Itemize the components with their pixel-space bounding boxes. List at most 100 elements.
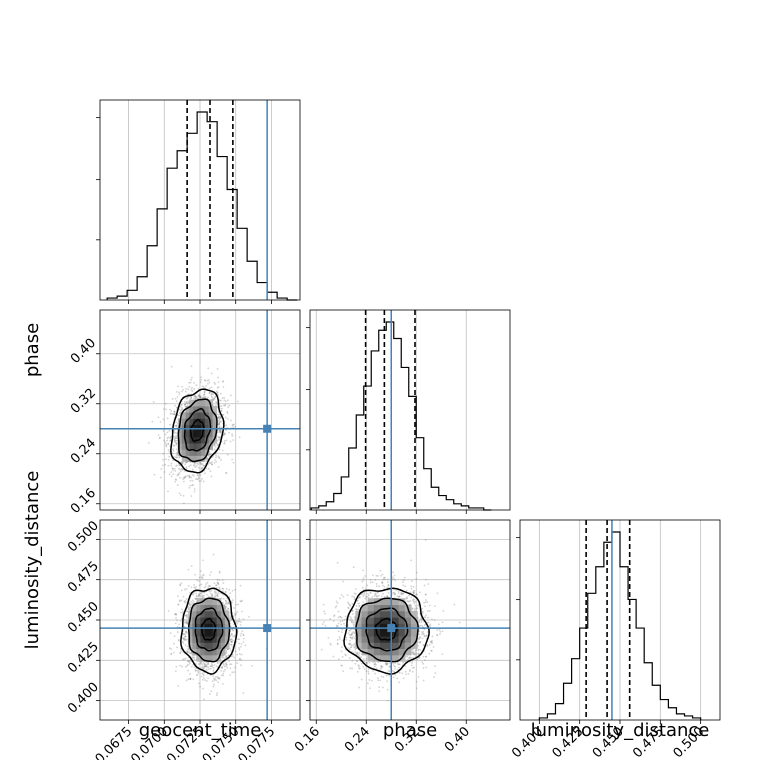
sample-point xyxy=(351,660,354,662)
sample-point xyxy=(215,400,217,403)
sample-point xyxy=(229,663,231,666)
sample-point xyxy=(166,437,169,440)
sample-point xyxy=(185,587,188,590)
sample-point xyxy=(169,440,172,442)
sample-point xyxy=(221,602,224,604)
density-cell xyxy=(201,436,206,444)
sample-point xyxy=(199,570,202,572)
density-cell xyxy=(200,654,205,662)
density-cell xyxy=(185,436,190,444)
sample-point xyxy=(217,436,220,439)
sample-point xyxy=(212,553,215,556)
sample-point xyxy=(203,698,205,701)
sample-point xyxy=(226,666,229,669)
sample-point xyxy=(218,571,221,574)
sample-point xyxy=(225,652,227,655)
density-cell xyxy=(181,412,187,419)
density-cell xyxy=(181,424,187,432)
sample-point xyxy=(157,434,160,436)
sample-point xyxy=(207,467,210,470)
sample-point xyxy=(353,592,356,595)
sample-point xyxy=(215,390,218,393)
sample-point xyxy=(180,404,183,406)
sample-point xyxy=(353,632,356,635)
sample-point xyxy=(157,416,160,419)
y-tick-label: 0.475 xyxy=(65,559,102,596)
sample-point xyxy=(225,656,228,658)
sample-point xyxy=(218,431,221,433)
sample-point xyxy=(178,414,180,417)
sample-point xyxy=(188,660,190,662)
sample-point xyxy=(238,658,241,661)
sample-point xyxy=(182,388,185,391)
sample-point xyxy=(196,397,199,400)
sample-point xyxy=(165,445,168,448)
sample-point xyxy=(227,602,230,604)
sample-point xyxy=(205,385,208,387)
sample-point xyxy=(173,444,175,447)
sample-point xyxy=(417,644,420,647)
density-cell xyxy=(212,405,217,413)
sample-point xyxy=(349,636,352,639)
density-cell xyxy=(204,598,210,606)
sample-point xyxy=(216,675,219,678)
density-cell xyxy=(181,418,187,425)
density-cell xyxy=(185,405,190,413)
sample-point xyxy=(200,396,202,399)
sample-point xyxy=(234,612,236,615)
sample-point xyxy=(219,392,222,395)
density-cell xyxy=(201,412,206,419)
density-cell xyxy=(192,610,197,618)
sample-point xyxy=(239,645,242,648)
sample-point xyxy=(178,456,181,459)
density-cell xyxy=(212,436,217,444)
sample-point xyxy=(230,638,233,641)
sample-point xyxy=(211,449,214,452)
sample-point xyxy=(200,583,203,586)
sample-point xyxy=(230,601,233,603)
sample-point xyxy=(223,432,226,435)
sample-point xyxy=(174,478,177,481)
sample-point xyxy=(216,593,219,595)
sample-point xyxy=(177,603,179,606)
sample-point xyxy=(202,666,205,669)
sample-point xyxy=(234,425,237,428)
density-cell xyxy=(185,424,190,432)
density-cell xyxy=(216,610,222,618)
sample-point xyxy=(215,679,218,682)
sample-point xyxy=(170,653,173,656)
sample-point xyxy=(183,400,186,403)
sample-point xyxy=(225,663,228,666)
sample-point xyxy=(228,404,231,407)
sample-point xyxy=(413,653,416,656)
sample-point xyxy=(229,440,232,443)
density-cell xyxy=(196,629,201,637)
sample-point xyxy=(222,674,225,677)
sample-point xyxy=(392,571,394,574)
sample-point xyxy=(207,661,210,664)
sample-point xyxy=(208,381,211,384)
sample-point xyxy=(185,615,188,618)
sample-point xyxy=(200,480,202,482)
sample-point xyxy=(217,435,219,438)
density-cell xyxy=(181,455,187,463)
sample-point xyxy=(193,382,196,384)
sample-point xyxy=(216,391,219,394)
density-cell xyxy=(192,604,197,612)
sample-point xyxy=(231,646,234,648)
sample-point xyxy=(430,649,433,652)
sample-point xyxy=(363,660,366,663)
sample-point xyxy=(199,381,202,384)
sample-point xyxy=(211,594,214,597)
density-cell xyxy=(193,399,198,407)
density-cell xyxy=(193,449,198,456)
sample-point xyxy=(219,417,222,419)
sample-point xyxy=(186,650,189,652)
sample-point xyxy=(207,663,210,666)
sample-point xyxy=(230,641,233,644)
sample-point xyxy=(183,625,185,628)
sample-point xyxy=(171,467,174,470)
sample-point xyxy=(194,669,197,672)
sample-point xyxy=(232,629,235,632)
sample-point xyxy=(203,665,206,668)
